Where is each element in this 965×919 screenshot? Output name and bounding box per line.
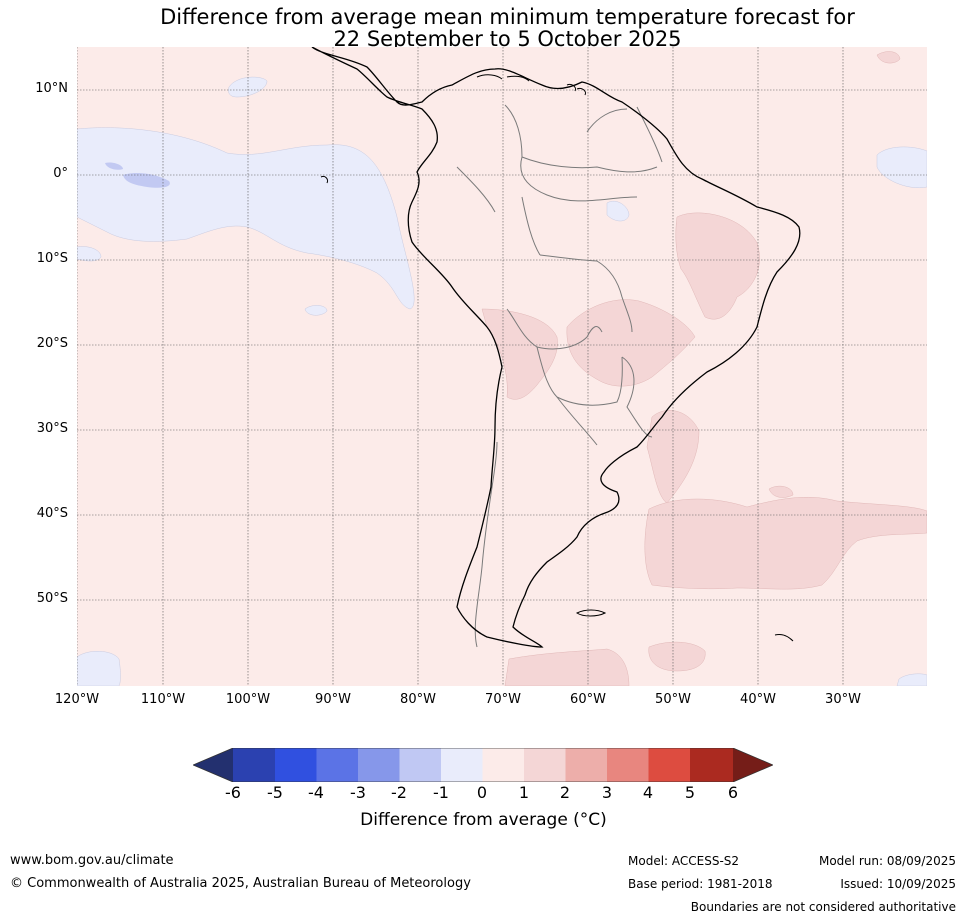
south-america-coastline (311, 47, 801, 648)
cooler-anomaly-patch-2 (105, 162, 123, 170)
colorbar (193, 748, 773, 782)
colorbar-segment-6 (441, 748, 483, 782)
colorbar-segment-7 (482, 748, 524, 782)
colorbar-segment-1 (233, 748, 275, 782)
footer-issued: Issued: 10/09/2025 (840, 877, 956, 891)
warm-anomaly-brazil-north (675, 212, 760, 320)
colorbar-tick: 0 (476, 783, 488, 802)
lon-label-50w: 50°W (655, 692, 691, 707)
colorbar-tick: -2 (391, 783, 407, 802)
cool-anomaly-small-2 (304, 305, 328, 316)
warm-anomaly-andes (481, 308, 558, 400)
warm-anomaly-south-2 (648, 641, 706, 672)
warm-anomaly-atlantic-2 (768, 485, 794, 498)
colorbar-segment-10 (607, 748, 649, 782)
cool-anomaly-south-east (896, 673, 927, 686)
country-borders (456, 104, 663, 648)
lat-label-10n: 10°N (35, 81, 68, 96)
lon-label-120w: 120°W (54, 692, 100, 707)
colorbar-tick: -4 (308, 783, 324, 802)
lon-label-90w: 90°W (315, 692, 351, 707)
lat-label-10s: 10°S (36, 251, 68, 266)
colorbar-segment-8 (524, 748, 566, 782)
lat-label-40s: 40°S (36, 506, 68, 521)
lon-label-80w: 80°W (400, 692, 436, 707)
footer-website: www.bom.gov.au/climate (10, 853, 174, 868)
warm-anomaly-uruguay (646, 410, 700, 504)
footer-disclaimer: Boundaries are not considered authoritat… (690, 900, 956, 914)
colorbar-arrow-left (193, 748, 233, 782)
colorbar-label: Difference from average (°C) (360, 810, 607, 830)
cooler-anomaly-patch (123, 173, 170, 188)
cool-anomaly-south-west (77, 651, 121, 686)
galapagos-islands (320, 176, 328, 184)
colorbar-segment-4 (358, 748, 400, 782)
colorbar-tick: 4 (642, 783, 654, 802)
lon-label-70w: 70°W (485, 692, 521, 707)
lon-label-30w: 30°W (825, 692, 861, 707)
lon-label-40w: 40°W (740, 692, 776, 707)
cool-anomaly-west-small (77, 246, 102, 262)
caribbean-islands (476, 74, 586, 96)
colorbar-arrow-right (733, 748, 773, 782)
warm-anomaly-atlantic (644, 497, 927, 590)
map-title-line-1: Difference from average mean minimum tem… (160, 5, 855, 29)
colorbar-tick: 1 (518, 783, 530, 802)
warm-anomaly-ne-corner (876, 51, 901, 64)
cool-anomaly-pacific (77, 127, 415, 310)
lat-label-50s: 50°S (36, 591, 68, 606)
colorbar-segment-9 (565, 748, 607, 782)
cool-anomaly-east (876, 146, 927, 189)
colorbar-tick: -3 (350, 783, 366, 802)
cool-anomaly-brazil-north (606, 200, 630, 222)
colorbar-tick: -1 (433, 783, 449, 802)
colorbar-tick: 3 (601, 783, 613, 802)
footer-model: Model: ACCESS-S2 (628, 854, 740, 868)
falkland-islands (576, 609, 794, 642)
colorbar-tick: -5 (267, 783, 283, 802)
anomaly-map (77, 47, 927, 686)
colorbar-segment-5 (399, 748, 441, 782)
footer-base-period: Base period: 1981-2018 (628, 877, 773, 891)
footer-copyright: © Commonwealth of Australia 2025, Austra… (10, 876, 471, 891)
colorbar-tick: 6 (727, 783, 739, 802)
footer-model-run: Model run: 08/09/2025 (818, 854, 956, 868)
colorbar-tick: 2 (559, 783, 571, 802)
colorbar-tick: -6 (225, 783, 241, 802)
warm-anomaly-south (504, 648, 630, 686)
colorbar-segment-3 (316, 748, 358, 782)
colorbar-segment-2 (275, 748, 317, 782)
colorbar-segment-12 (690, 748, 733, 782)
colorbar-tick: 5 (684, 783, 696, 802)
lat-label-20s: 20°S (36, 336, 68, 351)
lon-label-60w: 60°W (570, 692, 606, 707)
lon-label-110w: 110°W (140, 692, 186, 707)
lon-label-100w: 100°W (225, 692, 271, 707)
lat-label-30s: 30°S (36, 421, 68, 436)
graticule (77, 47, 927, 686)
colorbar-segment-11 (648, 748, 690, 782)
lat-label-0: 0° (53, 166, 68, 181)
